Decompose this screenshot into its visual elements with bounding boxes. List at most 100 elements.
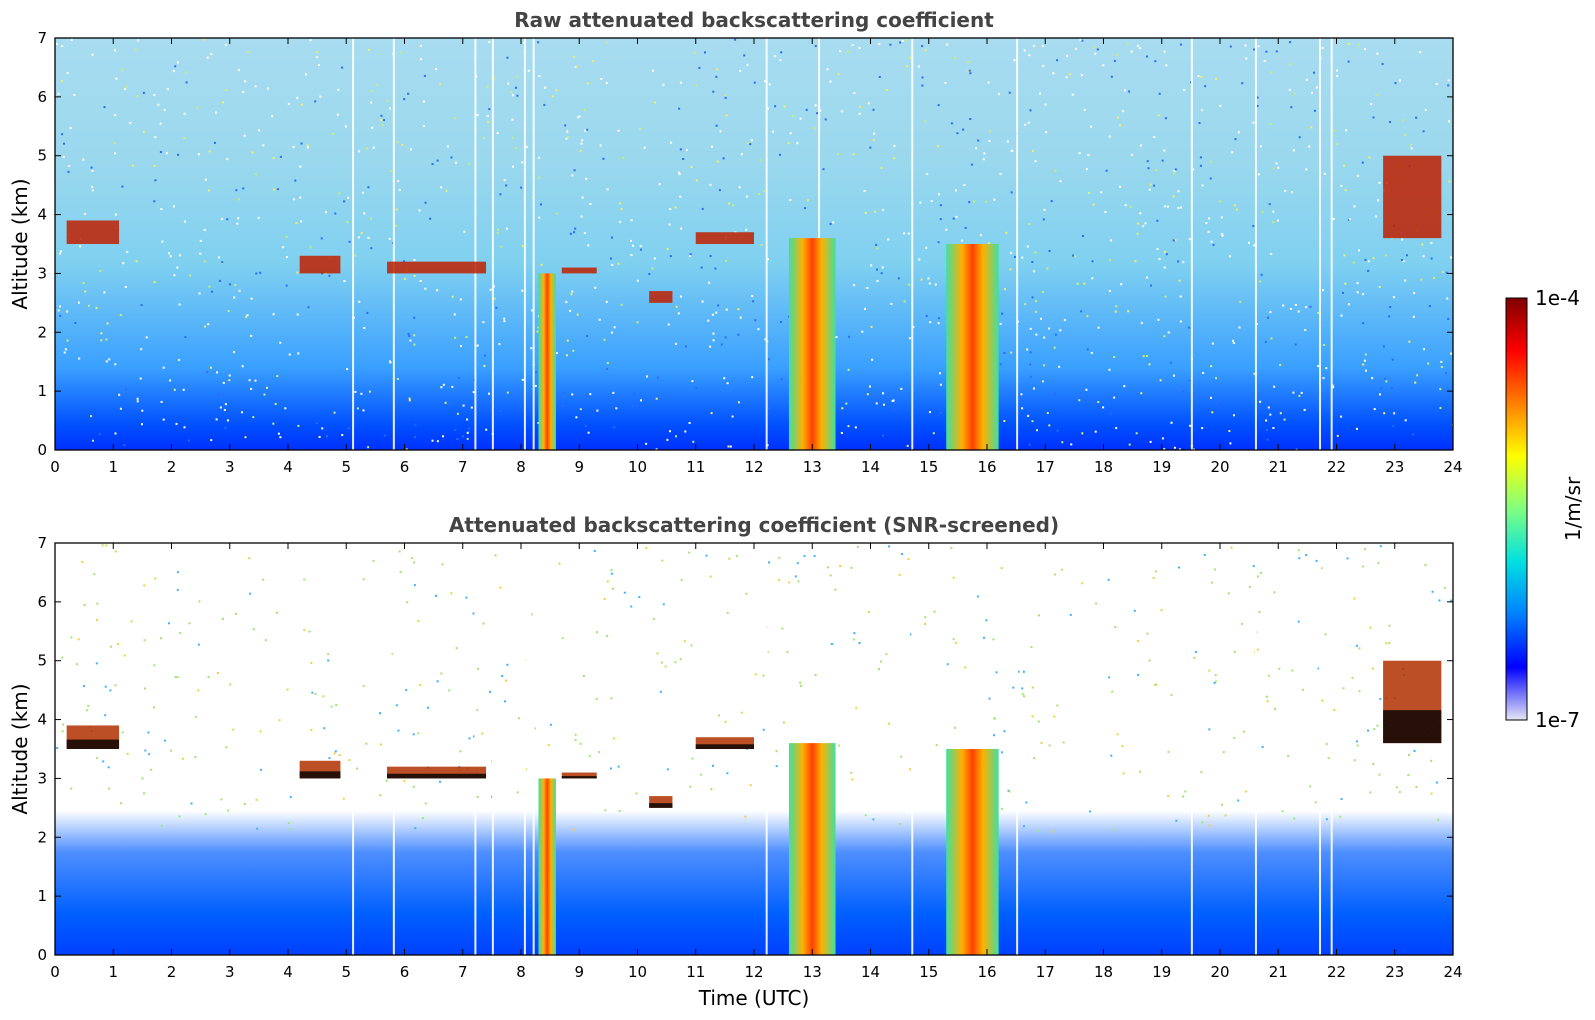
speckle-dot xyxy=(617,262,620,265)
speckle-dot xyxy=(1061,441,1064,444)
speckle-dot xyxy=(1154,60,1157,63)
speckle-dot xyxy=(573,231,575,234)
speckle-dot xyxy=(1051,830,1054,833)
speckle-dot xyxy=(1224,814,1227,817)
speckle-dot xyxy=(285,235,288,238)
speckle-dot xyxy=(1037,829,1039,832)
speckle-dot xyxy=(907,232,910,235)
speckle-dot xyxy=(651,267,654,270)
colorbar-unit-label: 1/m/sr xyxy=(1561,476,1585,541)
speckle-dot xyxy=(804,207,806,210)
speckle-dot xyxy=(939,372,941,375)
speckle-dot xyxy=(573,55,576,58)
speckle-dot xyxy=(1252,121,1255,124)
speckle-dot xyxy=(1065,76,1068,79)
speckle-dot xyxy=(114,550,117,553)
speckle-dot xyxy=(1441,271,1444,274)
speckle-dot xyxy=(95,662,98,665)
chart-title: Raw attenuated backscattering coefficien… xyxy=(514,8,994,32)
speckle-dot xyxy=(680,578,683,581)
speckle-dot xyxy=(235,189,238,192)
speckle-dot xyxy=(579,408,582,411)
speckle-dot xyxy=(534,384,537,387)
speckle-dot xyxy=(1435,83,1438,85)
speckle-dot xyxy=(346,368,349,371)
missing-data-stripe xyxy=(392,543,395,955)
speckle-dot xyxy=(220,798,223,801)
speckle-dot xyxy=(881,266,884,269)
speckle-dot xyxy=(645,442,648,445)
colorbar-gradient xyxy=(1505,297,1528,721)
speckle-dot xyxy=(1080,74,1083,77)
speckle-dot xyxy=(788,581,791,584)
speckle-dot xyxy=(701,300,704,303)
speckle-dot xyxy=(977,139,980,142)
speckle-dot xyxy=(278,719,281,722)
speckle-dot xyxy=(1201,427,1204,430)
speckle-dot xyxy=(643,146,646,149)
speckle-dot xyxy=(1240,622,1243,625)
speckle-dot xyxy=(1169,361,1172,364)
speckle-dot xyxy=(439,780,441,783)
speckle-dot xyxy=(1152,577,1155,579)
speckle-dot xyxy=(472,735,475,738)
speckle-dot xyxy=(1053,393,1056,396)
speckle-dot xyxy=(1042,218,1045,221)
speckle-dot xyxy=(362,684,365,687)
speckle-dot xyxy=(1048,744,1051,747)
speckle-dot xyxy=(1086,315,1089,318)
speckle-dot xyxy=(1075,47,1077,50)
speckle-dot xyxy=(66,339,69,342)
speckle-dot xyxy=(775,765,778,768)
speckle-dot xyxy=(1385,642,1388,645)
speckle-dot xyxy=(1421,243,1424,246)
speckle-dot xyxy=(1265,429,1268,431)
speckle-dot xyxy=(1279,412,1282,415)
speckle-dot xyxy=(102,760,105,763)
speckle-dot xyxy=(1199,164,1202,167)
speckle-dot xyxy=(745,592,748,595)
chart-panel-2: 0 1 2 3 4 5 6 7 8 9 10 11 12 13 14 15 16 17 18 19 20 21 22 23 24… xyxy=(8,513,1463,1010)
speckle-dot xyxy=(297,352,300,355)
speckle-dot xyxy=(983,636,985,639)
speckle-dot xyxy=(451,295,454,298)
speckle-dot xyxy=(204,813,207,816)
speckle-dot xyxy=(468,737,471,740)
speckle-dot xyxy=(436,440,439,443)
speckle-dot xyxy=(900,387,903,390)
speckle-dot xyxy=(567,136,570,139)
speckle-dot xyxy=(909,768,912,771)
speckle-dot xyxy=(586,335,589,337)
speckle-dot xyxy=(1111,690,1114,693)
speckle-dot xyxy=(1024,303,1027,306)
speckle-dot xyxy=(61,656,64,659)
speckle-dot xyxy=(574,227,577,230)
speckle-dot xyxy=(276,375,279,377)
speckle-dot xyxy=(103,291,106,294)
speckle-dot xyxy=(493,297,496,300)
x-tick-label: 4 xyxy=(283,458,293,476)
speckle-dot xyxy=(140,348,143,351)
speckle-dot xyxy=(1140,144,1143,147)
speckle-dot xyxy=(955,215,958,218)
speckle-dot xyxy=(1188,326,1191,329)
speckle-dot xyxy=(824,118,827,121)
speckle-dot xyxy=(723,377,726,380)
speckle-dot xyxy=(1325,367,1328,370)
speckle-dot xyxy=(870,325,873,328)
speckle-dot xyxy=(901,553,903,555)
speckle-dot xyxy=(1305,78,1308,81)
speckle-dot xyxy=(851,44,854,46)
speckle-dot xyxy=(74,322,77,324)
speckle-dot xyxy=(465,336,468,338)
speckle-dot xyxy=(157,103,160,106)
speckle-dot xyxy=(1201,821,1204,824)
speckle-dot xyxy=(588,754,591,757)
speckle-dot xyxy=(691,757,694,760)
speckle-dot xyxy=(1389,306,1392,308)
speckle-dot xyxy=(1062,741,1065,744)
speckle-dot xyxy=(64,348,67,351)
speckle-dot xyxy=(891,400,894,402)
speckle-dot xyxy=(1110,75,1113,78)
speckle-dot xyxy=(1238,326,1241,329)
